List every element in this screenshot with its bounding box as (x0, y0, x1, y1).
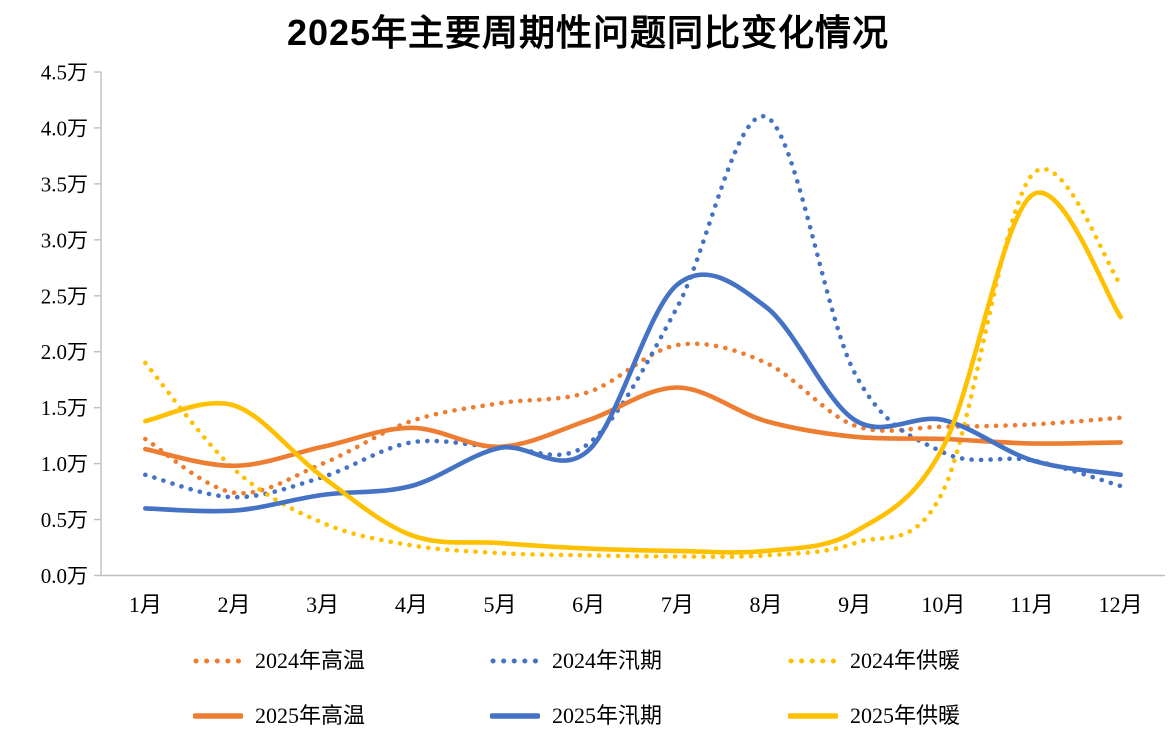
x-tick-label: 4月 (395, 592, 428, 617)
legend-item: 2025年汛期 (490, 703, 662, 729)
x-tick-label: 11月 (1010, 592, 1053, 617)
x-tick-label: 3月 (306, 592, 339, 617)
legend-label: 2024年供暖 (850, 648, 961, 673)
y-tick-label: 3.0万 (41, 228, 88, 252)
legend-label: 2025年汛期 (552, 703, 663, 728)
chart-title: 2025年主要周期性问题同比变化情况 (286, 12, 890, 53)
y-tick-label: 2.0万 (41, 340, 88, 364)
x-tick-label: 12月 (1099, 592, 1143, 617)
y-tick-label: 2.5万 (41, 284, 88, 308)
legend-item: 2024年高温 (193, 648, 365, 674)
legend-marker-dotted-icon (788, 658, 838, 664)
legend-item: 2025年供暖 (788, 703, 960, 729)
series-line-3 (143, 385, 1123, 469)
legend-label: 2025年供暖 (850, 703, 961, 728)
x-tick-label: 7月 (661, 592, 694, 617)
y-tick-label: 1.0万 (41, 452, 88, 476)
legend-marker-solid-icon (193, 713, 243, 719)
x-tick-label: 9月 (838, 592, 871, 617)
legend-item: 2025年高温 (193, 703, 365, 729)
y-tick-label: 0.5万 (41, 508, 88, 532)
x-tick-label: 1月 (129, 592, 162, 617)
legend-label: 2024年高温 (255, 648, 366, 673)
x-tick-label: 10月 (921, 592, 965, 617)
x-tick-label: 2月 (217, 592, 250, 617)
legend-label: 2024年汛期 (552, 648, 663, 673)
chart-plot-svg: 4.5万 4.0万 3.5万 3.0万 2.5万 2.0万 1.5万 1.0万 0.5万 0.0万… (41, 61, 1165, 617)
legend-marker-solid-icon (490, 713, 540, 719)
legend-item: 2024年汛期 (490, 648, 662, 674)
legend-marker-dotted-icon (490, 658, 540, 664)
x-tick-label: 5月 (483, 592, 516, 617)
series-line-0 (143, 341, 1123, 496)
y-tick-label: 4.5万 (41, 61, 88, 85)
y-tick-label: 1.5万 (41, 396, 88, 420)
y-tick-label: 0.0万 (41, 564, 88, 588)
x-tick-label: 6月 (572, 592, 605, 617)
series-line-4 (143, 272, 1123, 514)
legend-marker-dotted-icon (193, 658, 243, 664)
legend-marker-solid-icon (788, 713, 838, 719)
axis-line (100, 72, 1165, 577)
y-tick-label: 3.5万 (41, 172, 88, 196)
legend-label: 2025年高温 (255, 703, 366, 728)
series-line-5 (143, 190, 1123, 555)
x-tick-label: 8月 (749, 592, 782, 617)
legend-item: 2024年供暖 (788, 648, 960, 674)
y-tick-label: 4.0万 (41, 116, 88, 140)
